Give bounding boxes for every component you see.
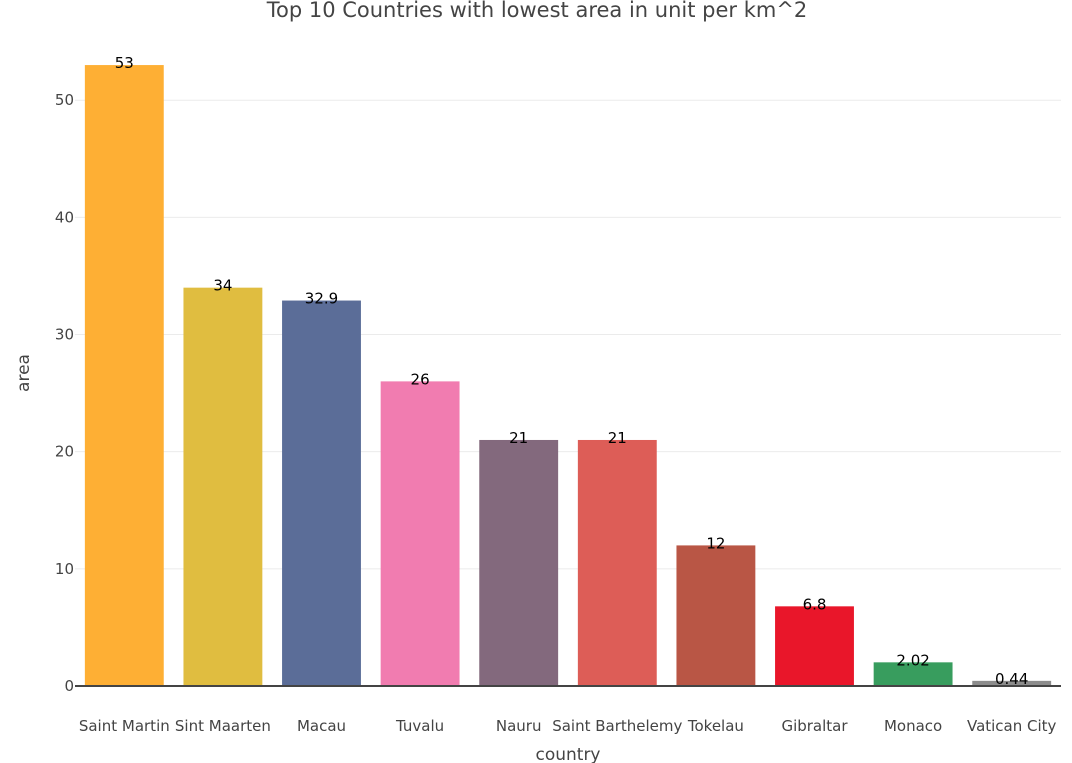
data-label: 12	[706, 534, 725, 552]
bar	[84, 65, 164, 687]
x-tick-label: Sint Maarten	[175, 717, 271, 735]
x-tick-label: Gibraltar	[781, 717, 848, 735]
bar	[577, 439, 657, 686]
y-tick-label: 10	[55, 560, 74, 578]
chart-title: Top 10 Countries with lowest area in uni…	[266, 0, 808, 22]
data-label: 26	[411, 370, 430, 388]
data-label: 53	[115, 54, 134, 72]
bar	[479, 439, 559, 686]
x-tick-label: Tokelau	[687, 717, 744, 735]
x-tick-label: Monaco	[884, 717, 942, 735]
y-tick-label: 30	[55, 326, 74, 344]
y-tick-label: 40	[55, 208, 74, 226]
x-tick-label: Macau	[297, 717, 346, 735]
y-tick-label: 20	[55, 443, 74, 461]
data-label: 32.9	[305, 290, 338, 308]
y-tick-label: 50	[55, 91, 74, 109]
data-label: 6.8	[803, 595, 827, 613]
bar	[183, 287, 263, 686]
x-axis-title: country	[535, 745, 600, 763]
data-label: 0.44	[995, 670, 1028, 688]
bar	[282, 300, 361, 686]
y-axis-title: area	[14, 354, 34, 392]
bar	[873, 662, 953, 686]
bar	[380, 381, 460, 686]
data-label: 34	[213, 277, 232, 295]
y-axis-ticks: 0 10 20 30 40 50	[55, 91, 74, 695]
x-tick-label: Vatican City	[967, 717, 1057, 735]
x-tick-label: Saint Barthelemy	[552, 717, 682, 735]
data-label: 2.02	[896, 651, 929, 669]
bars	[84, 65, 1052, 687]
x-axis-ticks: Saint Martin Sint Maarten Macau Tuvalu Nauru…	[79, 717, 1057, 735]
data-label: 21	[608, 429, 627, 447]
x-tick-label: Nauru	[496, 717, 542, 735]
data-labels: 53 34 32.9 26 21 21 12 6.8 2.02 0.44	[115, 54, 1029, 688]
x-tick-label: Saint Martin	[79, 717, 170, 735]
data-label: 21	[509, 429, 528, 447]
bar	[676, 545, 756, 686]
bar	[775, 606, 854, 686]
y-tick-label: 0	[64, 677, 74, 695]
bar	[972, 680, 1052, 686]
x-tick-label: Tuvalu	[395, 717, 444, 735]
